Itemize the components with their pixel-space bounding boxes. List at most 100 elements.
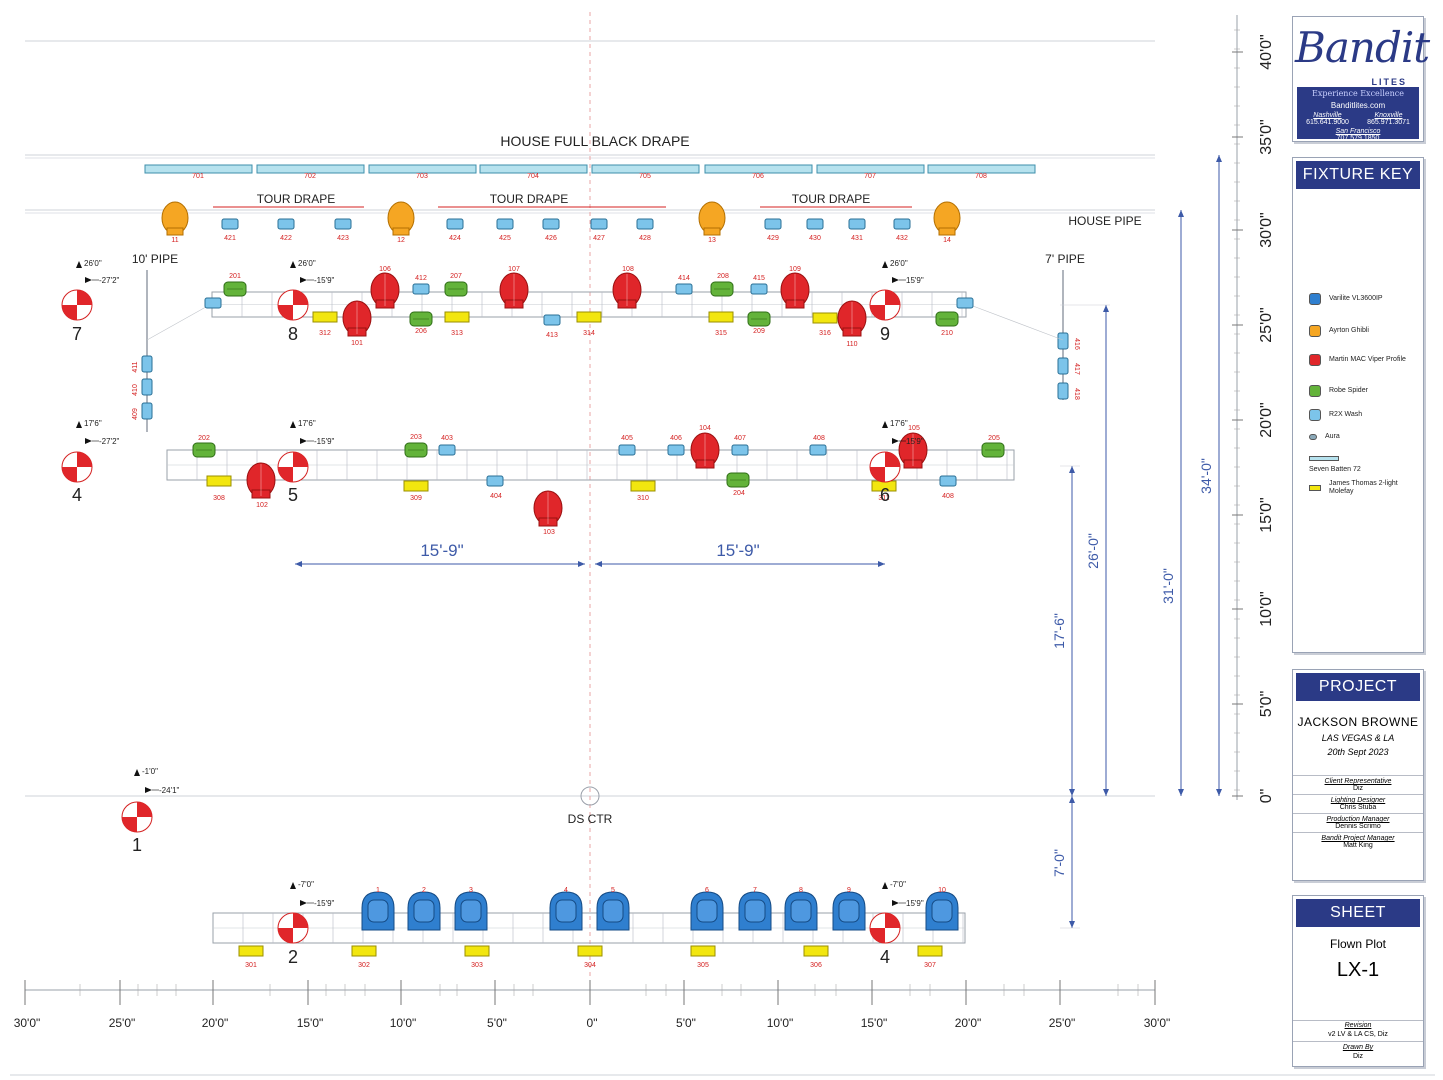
rigging-point-quad-icon [278, 467, 293, 482]
rigging-point-number: 1 [132, 835, 142, 855]
rigging-point-quad-icon [77, 290, 92, 305]
fixture-number: 307 [924, 962, 936, 969]
fixture-key-swatch-icon [1309, 485, 1321, 491]
dim-arrow-icon [1103, 789, 1109, 796]
fixture-number: 8 [799, 887, 803, 894]
varilite-lens-icon [790, 899, 812, 923]
project-roles: Client Representative Diz Lighting Designe… [1293, 775, 1423, 851]
fixture-number: 203 [410, 434, 422, 441]
y-scale-label: 40'0" [1258, 34, 1275, 69]
fixture-key-panel: FIXTURE KEY Varilite VL3600IP Ayrton Ghib… [1292, 157, 1424, 653]
fixture-number: 208 [717, 273, 729, 280]
sheet-title: SHEET [1296, 899, 1420, 927]
ghibli-yoke-icon [166, 227, 184, 236]
drawn-by-value: Diz [1352, 1053, 1364, 1060]
x-scale-label: 25'0" [109, 1016, 136, 1030]
fixture-number: 413 [546, 332, 558, 339]
fixture-number: 209 [753, 328, 765, 335]
rigging-point-number: 6 [880, 485, 890, 505]
height-marker-icon [134, 769, 140, 776]
r2x-fixture-icon [1057, 332, 1069, 350]
batten-fixture-icon [927, 164, 1036, 174]
r2x-fixture-icon [1057, 382, 1069, 400]
drawn-by-label: Drawn By [1342, 1044, 1374, 1051]
fixture-number: 103 [543, 529, 555, 536]
molefay-fixture-icon [812, 312, 838, 324]
r2x-fixture-icon [438, 444, 456, 456]
fixture-number: 408 [942, 493, 954, 500]
role-title: Production Manager [1326, 816, 1390, 823]
project-date: 20th Sept 2023 [1327, 747, 1389, 757]
fixture-key-swatch-icon [1309, 354, 1321, 366]
rigging-point-quad-icon [62, 305, 77, 320]
fixture-number: 315 [715, 330, 727, 337]
height-marker-icon [882, 261, 888, 268]
offset-marker-icon [85, 438, 92, 444]
r2x-fixture-icon [1057, 357, 1069, 375]
rigging-point-quad-icon [293, 290, 308, 305]
height-marker-icon [76, 421, 82, 428]
fixture-number: 4 [564, 887, 568, 894]
fixture-number: 422 [280, 235, 292, 242]
fixture-key-swatch-icon [1309, 325, 1321, 337]
rigging-point-quad-icon [293, 452, 308, 467]
fixture-number: 311 [878, 495, 889, 502]
x-scale-label: 25'0" [1049, 1016, 1076, 1030]
rigging-point-quad-icon [885, 452, 900, 467]
r2x-fixture-icon [412, 283, 430, 295]
dim-arrow-icon [1069, 921, 1075, 928]
fixture-number: 301 [245, 962, 257, 969]
fixture-number: 316 [819, 330, 831, 337]
batten-number: 706 [752, 173, 764, 180]
rigging-height: -7'0" [890, 880, 906, 889]
rigging-point-quad-icon [870, 928, 885, 943]
molefay-fixture-icon [803, 945, 829, 957]
y-scale-label: 35'0" [1258, 119, 1275, 154]
molefay-fixture-icon [351, 945, 377, 957]
r2x-fixture-icon [809, 444, 827, 456]
vertical-dim-label: 17'-6" [1051, 613, 1067, 649]
rigging-offset: -24'1" [159, 786, 180, 795]
fixture-key-item: James Thomas 2-light Molefay [1309, 480, 1409, 496]
dim-arrow-icon [295, 561, 302, 567]
batten-fixture-icon [591, 164, 700, 174]
fixture-number: 2 [422, 887, 426, 894]
batten-number: 704 [527, 173, 539, 180]
batten-fixture-icon [368, 164, 477, 174]
offset-marker-icon [300, 900, 307, 906]
logo-nashville-phone: 615.641.9000 [1306, 119, 1349, 126]
rigging-point-number: 4 [880, 947, 890, 967]
fixture-number: 6 [705, 887, 709, 894]
fixture-key-label: James Thomas 2-light Molefay [1329, 480, 1398, 495]
varilite-lens-icon [931, 899, 953, 923]
rigging-point-quad-icon [278, 305, 293, 320]
fixture-key-item: R2X Wash [1309, 409, 1362, 421]
fixture-number: 412 [415, 275, 427, 282]
molefay-fixture-icon [238, 945, 264, 957]
fixture-key-item: Robe Spider [1309, 385, 1368, 397]
project-title: PROJECT [1296, 673, 1420, 701]
sheet-number: LX-1 [1336, 959, 1380, 981]
fixture-number: 110 [846, 341, 857, 348]
molefay-fixture-icon [403, 480, 429, 492]
house-drape-label: HOUSE FULL BLACK DRAPE [500, 133, 689, 149]
fixture-number: 109 [789, 266, 801, 273]
fixture-key-swatch-icon [1309, 456, 1339, 461]
rigging-height: -1'0" [142, 767, 158, 776]
fixture-number: 302 [358, 962, 370, 969]
r2x-fixture-icon [141, 378, 153, 396]
r2x-fixture-icon [675, 283, 693, 295]
fixture-number: 430 [809, 235, 821, 242]
rigging-point-quad-icon [137, 802, 152, 817]
fixture-key-label: Aura [1325, 433, 1340, 440]
varilite-lens-icon [838, 899, 860, 923]
offset-marker-icon [892, 438, 899, 444]
revision-label: Revision [1344, 1022, 1372, 1029]
fixture-number: 201 [229, 273, 241, 280]
y-scale-label: 10'0" [1258, 591, 1275, 626]
tour-drape-label: TOUR DRAPE [490, 192, 568, 206]
rigging-offset: 15'9" [906, 899, 924, 908]
dim-arrow-icon [1069, 796, 1075, 803]
logo-contact-panel: Banditlites.com Nashville 615.641.9000 K… [1297, 87, 1419, 142]
fixture-number: 312 [319, 330, 331, 337]
